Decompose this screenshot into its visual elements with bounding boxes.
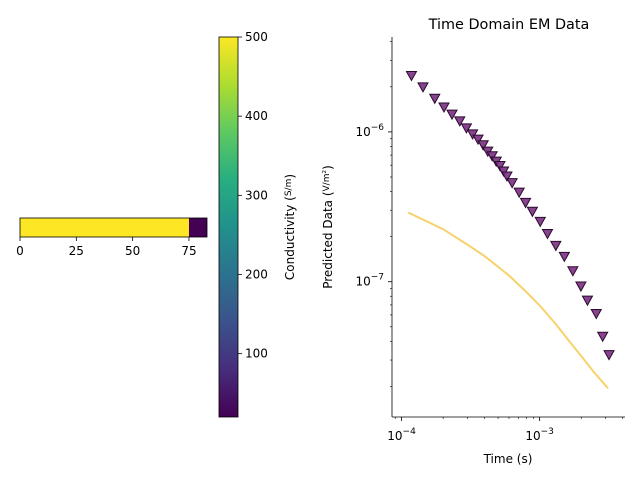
tdem-data-plot: Time Domain EM Data 10−4 10−3 10−7 10−6 Ti…: [321, 17, 625, 466]
model-cell: [20, 218, 189, 237]
data-point-marker: [581, 295, 594, 307]
colorbar-tick-label: 200: [245, 268, 268, 282]
data-point-marker: [603, 350, 615, 361]
x-tick-label: 10−4: [387, 427, 416, 443]
data-point-marker: [519, 197, 532, 209]
data-point-marker: [460, 123, 473, 134]
data-point-marker: [513, 187, 526, 199]
conductivity-model-plot: 0 25 50 75: [16, 217, 208, 258]
colorbar-tick-label: 300: [245, 188, 268, 202]
y-axis-label-close: ): [321, 165, 335, 170]
colorbar-tick-label: 500: [245, 30, 268, 44]
model-cells: [20, 218, 207, 237]
model-frame: [19, 217, 208, 238]
series-line-curve: [407, 211, 609, 389]
x-axis-ticks: 10−4 10−3: [387, 417, 624, 443]
data-point-marker: [405, 71, 418, 82]
colorbar-tick-label: 100: [245, 347, 268, 361]
y-tick-label: 10−7: [355, 273, 384, 289]
colorbar-label-unit-num: S: [284, 190, 294, 196]
data-point-marker: [417, 82, 429, 93]
colorbar-gradient: [219, 37, 238, 417]
data-point-marker: [477, 140, 490, 151]
data-point-marker: [506, 178, 518, 189]
data-point-marker: [534, 216, 547, 228]
colorbar-ticks: 100 200 300 400 500: [238, 30, 268, 361]
x-axis-label: Time (s): [483, 452, 533, 466]
colorbar-label-unit-den: m: [284, 179, 294, 188]
data-point-marker: [494, 161, 506, 172]
model-x-ticks: 0 25 50 75: [16, 237, 197, 258]
data-point-marker: [453, 116, 466, 127]
data-point-marker: [549, 240, 562, 252]
series-scatter-points: [405, 71, 615, 361]
data-point-marker: [596, 331, 609, 343]
y-tick-label: 10−6: [355, 123, 384, 139]
data-point-marker: [558, 251, 571, 263]
data-point-marker: [541, 228, 554, 240]
data-point-marker: [567, 266, 579, 277]
data-point-marker: [446, 109, 458, 121]
colorbar-label-close: ): [283, 174, 297, 179]
data-point-marker: [590, 309, 603, 320]
y-axis-label-unit-sep: /: [322, 181, 332, 185]
data-point-marker: [428, 93, 441, 105]
model-x-tick-label: 75: [181, 244, 196, 258]
model-x-tick-label: 0: [16, 244, 24, 258]
colorbar-frame: [218, 36, 239, 418]
y-axis-label-unit-num: V: [322, 184, 332, 191]
data-point-marker: [466, 129, 479, 140]
data-point-marker: [526, 206, 539, 218]
data-point-marker: [438, 102, 450, 114]
colorbar-label: Conductivity (S/m): [283, 174, 297, 280]
data-point-marker: [472, 134, 484, 146]
y-axis-label: Predicted Data (V/m²): [321, 165, 335, 289]
colorbar-tick-label: 400: [245, 109, 268, 123]
data-point-marker: [575, 281, 587, 293]
model-x-tick-label: 50: [125, 244, 140, 258]
chart-title: Time Domain EM Data: [428, 17, 590, 33]
model-x-tick-label: 25: [69, 244, 84, 258]
model-cell: [188, 218, 207, 237]
data-point-marker: [486, 151, 498, 162]
data-point-marker: [501, 171, 513, 182]
y-axis-label-text: Predicted Data (: [321, 191, 335, 288]
colorbar-label-text: Conductivity (: [283, 196, 297, 280]
colorbar-label-unit-sep: /: [284, 186, 294, 190]
x-tick-label: 10−3: [525, 427, 554, 443]
conductivity-colorbar: 100 200 300 400 500 Conductivity (S/m): [218, 30, 297, 418]
y-axis-label-unit-den: m²: [322, 170, 332, 183]
y-axis-ticks: 10−7 10−6: [355, 41, 392, 387]
